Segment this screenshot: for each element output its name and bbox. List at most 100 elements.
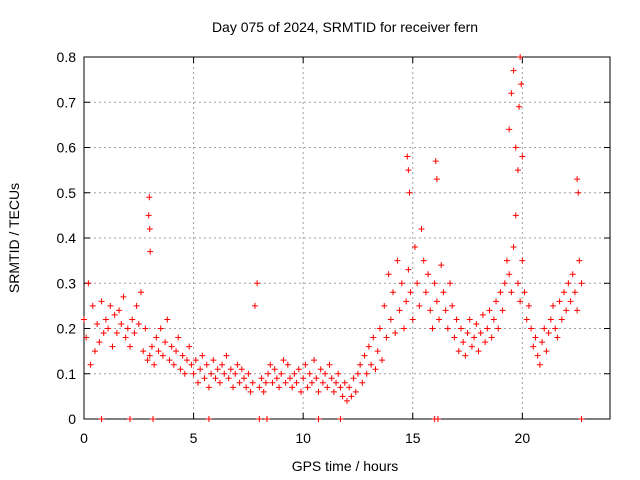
data-point xyxy=(490,316,497,323)
data-point xyxy=(517,54,524,60)
data-point xyxy=(175,334,182,341)
data-point xyxy=(383,334,390,341)
data-point xyxy=(440,289,447,296)
data-point xyxy=(192,357,199,364)
grid xyxy=(84,57,610,419)
data-point xyxy=(567,298,574,305)
chart-title: Day 075 of 2024, SRMTID for receiver fer… xyxy=(212,19,478,35)
data-point xyxy=(236,379,243,386)
data-point xyxy=(208,370,215,377)
data-point xyxy=(479,311,486,318)
data-point xyxy=(406,189,413,196)
data-point xyxy=(146,225,153,232)
data-point xyxy=(346,384,353,391)
data-point xyxy=(434,416,441,422)
data-point xyxy=(432,158,439,165)
data-point xyxy=(333,379,340,386)
data-point xyxy=(431,280,438,287)
data-point xyxy=(433,298,440,305)
x-axis-label: GPS time / hours xyxy=(292,458,399,474)
data-point xyxy=(322,370,329,377)
data-point xyxy=(278,370,285,377)
data-point xyxy=(293,379,300,386)
data-point xyxy=(142,325,149,332)
y-tick-label: 0.2 xyxy=(57,321,77,337)
data-point xyxy=(405,167,412,174)
data-point xyxy=(447,280,454,287)
data-point xyxy=(422,289,429,296)
data-point xyxy=(335,370,342,377)
data-point xyxy=(203,361,210,368)
data-point xyxy=(427,307,434,314)
data-point xyxy=(514,167,521,174)
data-point xyxy=(575,189,582,196)
data-point xyxy=(264,416,271,422)
x-tick-label: 20 xyxy=(515,430,531,446)
data-point xyxy=(374,348,381,355)
data-point xyxy=(501,280,508,287)
data-point xyxy=(87,361,94,368)
data-point xyxy=(105,325,112,332)
data-point xyxy=(137,289,144,296)
data-point xyxy=(205,384,212,391)
data-point xyxy=(514,280,521,287)
data-point xyxy=(295,366,302,373)
data-point xyxy=(534,352,541,359)
data-point xyxy=(370,334,377,341)
data-point xyxy=(223,352,230,359)
data-point xyxy=(354,370,361,377)
data-point xyxy=(120,293,127,300)
data-point xyxy=(525,302,532,309)
data-point xyxy=(539,339,546,346)
data-point xyxy=(146,352,153,359)
data-point xyxy=(210,357,217,364)
data-point xyxy=(240,375,247,382)
data-point xyxy=(560,289,567,296)
data-point xyxy=(118,320,125,327)
data-point xyxy=(385,271,392,278)
data-point xyxy=(451,334,458,341)
data-point xyxy=(127,343,134,350)
data-point xyxy=(251,302,258,309)
data-point xyxy=(390,289,397,296)
data-point xyxy=(578,280,585,287)
data-point xyxy=(460,339,467,346)
data-point xyxy=(405,266,412,273)
data-point xyxy=(506,271,513,278)
data-point xyxy=(341,379,348,386)
data-point xyxy=(425,271,432,278)
data-point xyxy=(541,325,548,332)
data-point xyxy=(530,343,537,350)
data-point xyxy=(462,352,469,359)
data-point xyxy=(554,334,561,341)
data-point xyxy=(516,103,523,110)
data-point xyxy=(453,316,460,323)
data-point xyxy=(227,366,234,373)
data-point xyxy=(179,352,186,359)
data-point xyxy=(324,384,331,391)
data-point xyxy=(91,348,98,355)
data-point xyxy=(85,280,92,287)
data-point xyxy=(232,370,239,377)
data-point xyxy=(519,153,526,160)
data-point xyxy=(357,361,364,368)
data-point xyxy=(510,67,517,74)
data-point xyxy=(532,334,539,341)
data-point xyxy=(578,416,585,422)
data-point xyxy=(122,334,129,341)
data-point xyxy=(164,316,171,323)
data-point xyxy=(569,271,576,278)
data-point xyxy=(225,375,232,382)
x-tick-label: 15 xyxy=(405,430,421,446)
data-point xyxy=(403,298,410,305)
data-point xyxy=(416,302,423,309)
data-point xyxy=(262,379,269,386)
data-point xyxy=(528,325,535,332)
data-point xyxy=(536,361,543,368)
data-point xyxy=(543,348,550,355)
data-point xyxy=(497,289,504,296)
data-point xyxy=(315,388,322,395)
data-point xyxy=(280,357,287,364)
data-point xyxy=(337,384,344,391)
